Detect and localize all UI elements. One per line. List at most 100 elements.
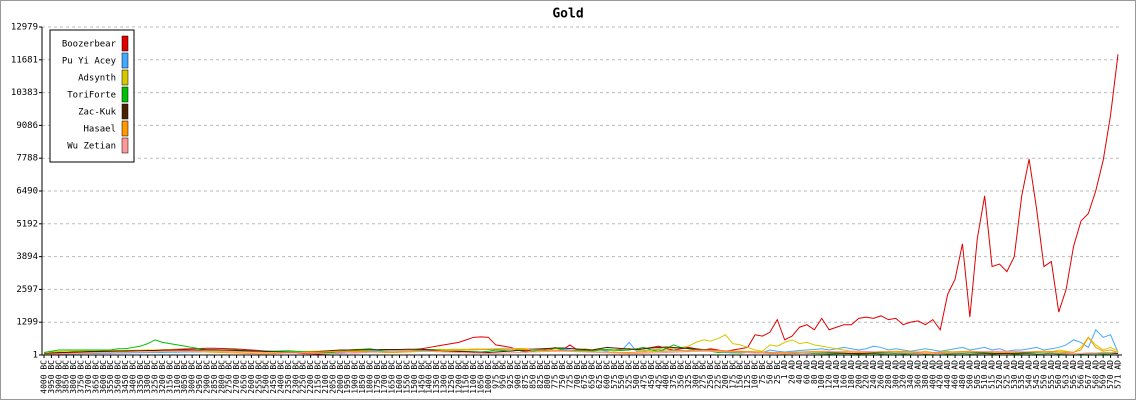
x-tick-label: 2350 BC — [284, 360, 293, 394]
x-tick-label: 1250 BC — [447, 360, 456, 394]
x-tick-label: 125 BC — [743, 360, 752, 389]
x-tick-label: 700 BC — [573, 360, 582, 389]
x-tick-label: 1 AD — [780, 360, 789, 379]
x-tick-label: 775 BC — [551, 360, 560, 389]
x-tick-label: 520 AD — [995, 360, 1004, 389]
x-tick-label: 3900 BC — [54, 360, 63, 394]
legend-swatch — [121, 120, 129, 137]
x-tick-label: 200 AD — [854, 360, 863, 389]
x-tick-label: 320 AD — [899, 360, 908, 389]
x-tick-label: 340 AD — [906, 360, 915, 389]
x-tick-label: 540 AD — [1025, 360, 1034, 389]
legend-label: Pu Yi Acey — [62, 57, 117, 67]
x-tick-label: 567 AD — [1084, 360, 1093, 389]
x-tick-label: 750 BC — [558, 360, 567, 389]
series-line — [43, 336, 1119, 355]
x-tick-label: 2850 BC — [210, 360, 219, 394]
x-tick-label: 3450 BC — [121, 360, 130, 394]
x-tick-label: 4000 BC — [40, 360, 49, 394]
x-tick-label: 3050 BC — [180, 360, 189, 394]
x-tick-label: 1000 BC — [484, 360, 493, 394]
x-tick-label: 400 BC — [662, 360, 671, 389]
x-tick-label: 2100 BC — [321, 360, 330, 394]
x-tick-label: 2500 BC — [262, 360, 271, 394]
legend-label: ToriForte — [67, 91, 116, 101]
x-tick-label: 360 AD — [914, 360, 923, 389]
x-tick-label: 2300 BC — [291, 360, 300, 394]
x-tick-label: 2600 BC — [247, 360, 256, 394]
x-tick-label: 555 AD — [1047, 360, 1056, 389]
x-tick-label: 350 BC — [676, 360, 685, 389]
legend-swatch — [121, 86, 129, 103]
x-tick-label: 875 BC — [521, 360, 530, 389]
x-tick-label: 75 BC — [758, 360, 767, 384]
x-tick-label: 1850 BC — [358, 360, 367, 394]
legend-label: Boozerbear — [62, 40, 117, 50]
lines — [43, 54, 1119, 356]
x-tick-label: 1900 BC — [351, 360, 360, 394]
x-tick-label: 2750 BC — [225, 360, 234, 394]
legend-label: Zac-Kuk — [78, 108, 117, 118]
legend-swatch — [121, 103, 129, 120]
x-tick-label: 625 BC — [595, 360, 604, 389]
x-tick-label: 25 BC — [773, 360, 782, 384]
x-tick-label: 3550 BC — [106, 360, 115, 394]
x-tick-label: 3000 BC — [188, 360, 197, 394]
y-tick-label: 2597 — [16, 285, 38, 295]
x-tick-label: 3600 BC — [99, 360, 108, 394]
x-tick-label: 2450 BC — [269, 360, 278, 394]
x-tick-label: 3300 BC — [143, 360, 152, 394]
x-tick-label: 1150 BC — [462, 360, 471, 394]
x-tick-label: 325 BC — [684, 360, 693, 389]
x-tick-label: 2050 BC — [328, 360, 337, 394]
x-tick-label: 60 AD — [802, 360, 811, 384]
legend: Boozerbear Pu Yi Acey Adsynth ToriForte Zac-… — [49, 29, 135, 163]
x-tick-label: 565 AD — [1069, 360, 1078, 389]
x-tick-label: 725 BC — [565, 360, 574, 389]
x-tick-label: 3500 BC — [114, 360, 123, 394]
x-tick-label: 400 AD — [928, 360, 937, 389]
x-tick-label: 566 AD — [1076, 360, 1085, 389]
y-tick-label: 12979 — [11, 23, 38, 33]
x-tick-label: 2250 BC — [299, 360, 308, 394]
x-tick-label: 1700 BC — [380, 360, 389, 394]
x-tick-label: 1200 BC — [454, 360, 463, 394]
x-tick-label: 1300 BC — [439, 360, 448, 394]
legend-box — [49, 29, 135, 163]
x-tick-label: 3850 BC — [62, 360, 71, 394]
y-tick-label: 1 — [33, 351, 38, 361]
x-tick-label: 550 AD — [1039, 360, 1048, 389]
x-tick-label: 200 BC — [721, 360, 730, 389]
x-tick-label: 175 BC — [728, 360, 737, 389]
y-tick-label: 11681 — [11, 55, 38, 65]
x-tick-label: 515 AD — [988, 360, 997, 389]
legend-swatch — [121, 35, 129, 52]
x-tick-label: 975 BC — [491, 360, 500, 389]
x-tick-label: 3100 BC — [173, 360, 182, 394]
x-tick-label: 570 AD — [1106, 360, 1115, 389]
x-tick-label: 560 AD — [1054, 360, 1063, 389]
x-tick-label: 2650 BC — [239, 360, 248, 394]
x-tick-label: 600 BC — [602, 360, 611, 389]
x-tick-label: 525 BC — [625, 360, 634, 389]
x-tick-label: 1500 BC — [410, 360, 419, 394]
x-tick-label: 3700 BC — [84, 360, 93, 394]
x-tick-label: 500 AD — [965, 360, 974, 389]
x-tick-label: 800 BC — [543, 360, 552, 389]
series-line — [43, 350, 1119, 356]
x-tick-label: 80 AD — [810, 360, 819, 384]
x-tick-label: 510 AD — [980, 360, 989, 389]
x-tick-label: 1650 BC — [388, 360, 397, 394]
x-tick-label: 1950 BC — [343, 360, 352, 394]
x-tick-label: 545 AD — [1032, 360, 1041, 389]
x-tick-label: 1400 BC — [425, 360, 434, 394]
x-tick-label: 675 BC — [580, 360, 589, 389]
x-tick-label: 3350 BC — [136, 360, 145, 394]
legend-label: Hasael — [83, 125, 116, 135]
x-tick-label: 2700 BC — [232, 360, 241, 394]
x-tick-label: 505 AD — [973, 360, 982, 389]
x-tick-label: 1550 BC — [402, 360, 411, 394]
x-tick-label: 450 BC — [647, 360, 656, 389]
x-tick-label: 180 AD — [847, 360, 856, 389]
x-tick-label: 3150 BC — [165, 360, 174, 394]
